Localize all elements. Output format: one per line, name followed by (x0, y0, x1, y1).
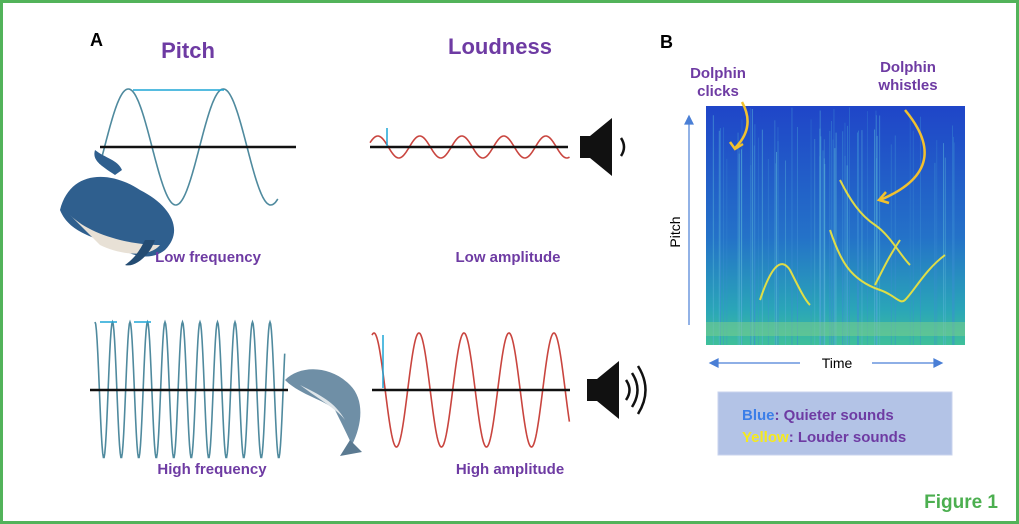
loudness-title: Loudness (448, 34, 552, 59)
legend-blue-text: : Quieter sounds (775, 407, 894, 424)
spectrogram (706, 106, 965, 345)
caption-high-frequency: High frequency (157, 461, 267, 478)
caption-high-amplitude: High amplitude (456, 461, 564, 478)
x-axis-label: Time (822, 355, 853, 371)
legend-yellow-word: Yellow (742, 429, 789, 446)
pitch-title: Pitch (161, 38, 215, 63)
figure-caption: Figure 1 (924, 492, 998, 513)
legend-blue-word: Blue (742, 407, 775, 424)
legend-yellow: Yellow: Louder sounds (742, 429, 906, 446)
legend-yellow-text: : Louder sounds (789, 429, 907, 446)
figure: A Pitch Loudness Low frequency Low ampli… (0, 0, 1019, 524)
low-band (706, 322, 965, 336)
caption-low-frequency: Low frequency (155, 249, 262, 266)
y-axis-label: Pitch (667, 216, 683, 247)
panel-label: B (660, 32, 673, 52)
caption-low-amplitude: Low amplitude (456, 249, 561, 266)
panel-label: A (90, 30, 103, 50)
legend-blue: Blue: Quieter sounds (742, 407, 894, 424)
